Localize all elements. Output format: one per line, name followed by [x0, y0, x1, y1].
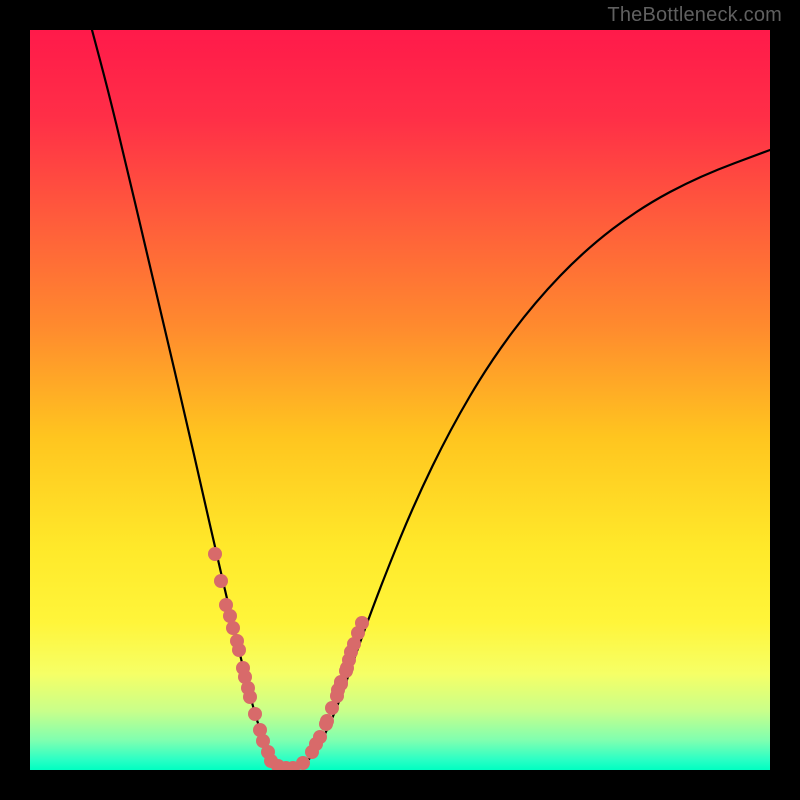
data-marker — [256, 734, 270, 748]
data-marker — [351, 626, 365, 640]
watermark: TheBottleneck.com — [607, 4, 782, 27]
data-marker — [248, 707, 262, 721]
data-marker — [319, 717, 333, 731]
data-marker — [296, 756, 310, 770]
data-marker — [344, 645, 358, 659]
curve-layer — [30, 30, 770, 770]
data-marker — [214, 574, 228, 588]
data-marker — [230, 634, 244, 648]
data-marker — [226, 621, 240, 635]
data-markers — [208, 547, 369, 770]
data-marker — [241, 681, 255, 695]
data-marker — [223, 609, 237, 623]
data-marker — [334, 675, 348, 689]
data-marker — [309, 737, 323, 751]
data-marker — [325, 701, 339, 715]
bottleneck-curve — [92, 30, 770, 768]
plot-area — [30, 30, 770, 770]
data-marker — [208, 547, 222, 561]
